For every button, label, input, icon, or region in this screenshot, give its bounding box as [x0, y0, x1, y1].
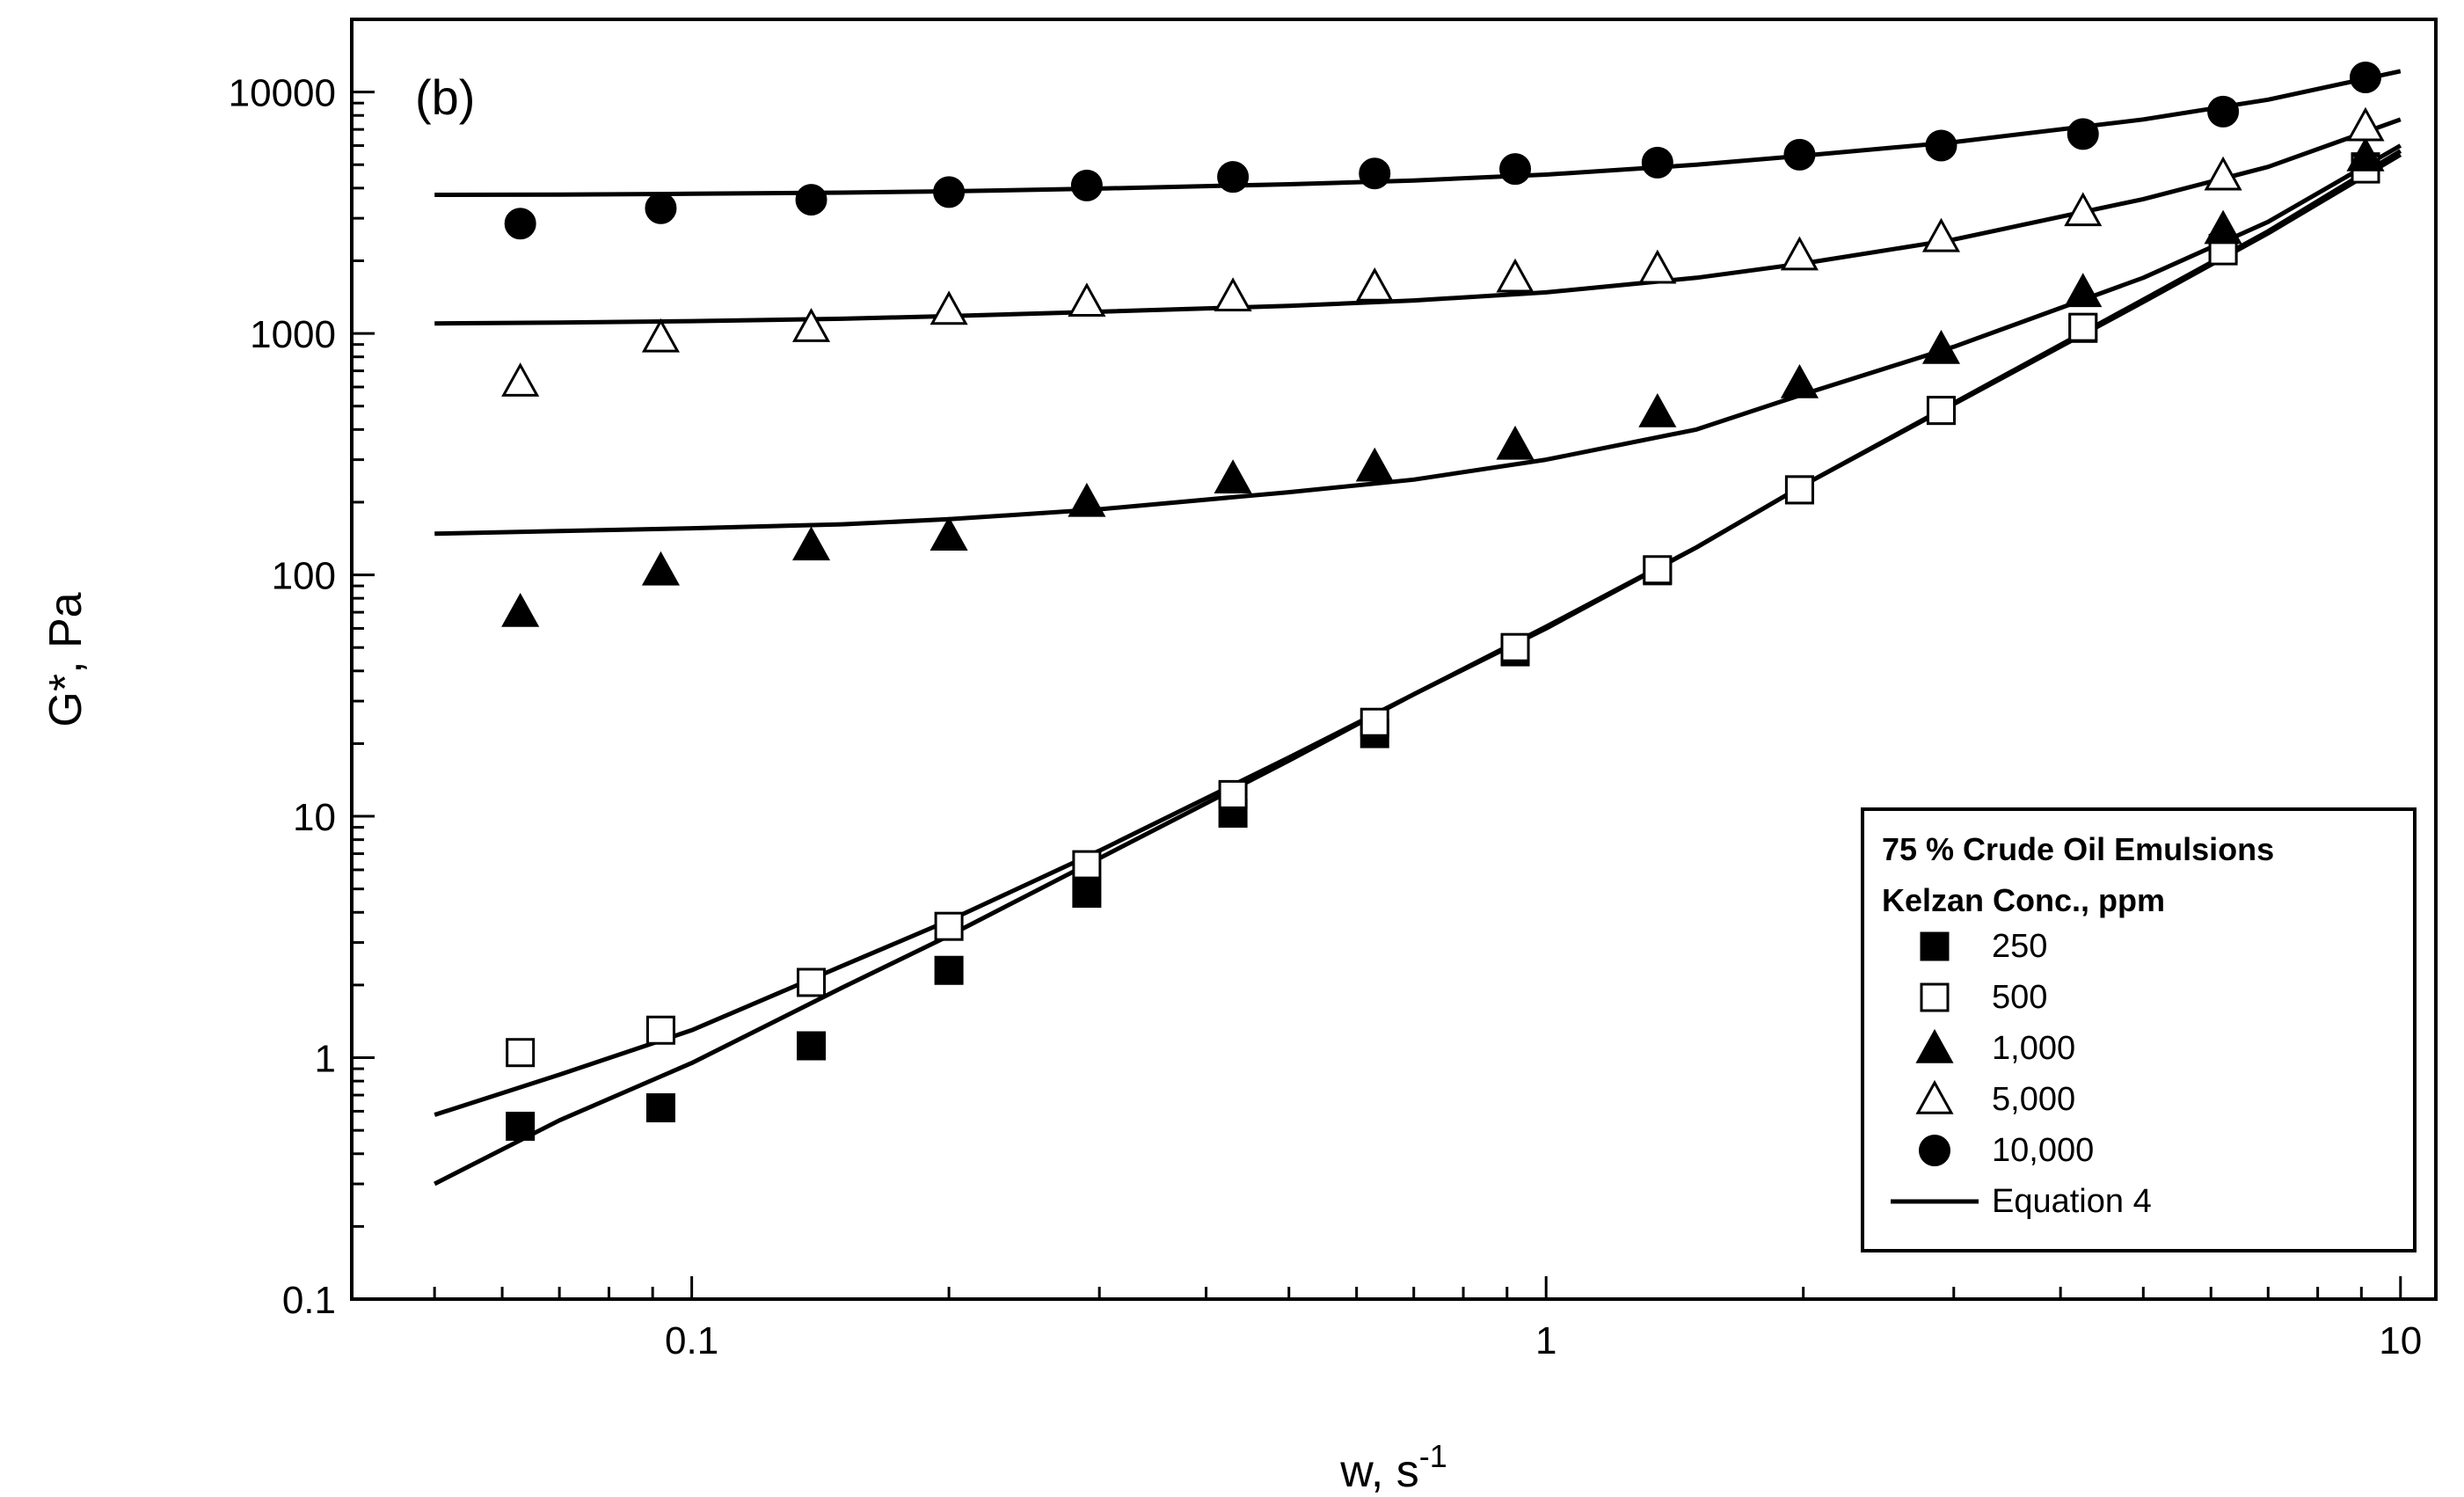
legend-marker-1000: [1915, 1028, 1954, 1063]
data-point: [2204, 156, 2242, 191]
y-tick-label: 10000: [229, 72, 336, 115]
data-point: [641, 551, 680, 586]
data-point: [933, 176, 966, 208]
data-point: [1214, 277, 1252, 312]
legend-marker-5000: [1915, 1079, 1954, 1114]
data-markers: [501, 61, 2385, 1141]
data-point: [1496, 258, 1535, 293]
data-point: [645, 192, 677, 224]
data-point: [2204, 209, 2242, 245]
data-point: [791, 526, 831, 561]
x-axis-title-superscript: -1: [1419, 1438, 1447, 1474]
data-point: [2346, 106, 2385, 142]
data-point: [1925, 129, 1957, 162]
data-point: [506, 1038, 536, 1068]
x-tick-label: 0.1: [665, 1319, 718, 1362]
data-point: [1355, 267, 1394, 302]
y-tick-label: 1: [315, 1038, 336, 1081]
plot-frame: [350, 18, 2438, 1301]
series-10000: [504, 61, 2381, 240]
data-point: [1218, 779, 1248, 809]
data-point: [1068, 482, 1106, 517]
data-point: [645, 1015, 675, 1045]
data-point: [1496, 425, 1535, 460]
data-point: [2349, 61, 2381, 93]
panel-label: (b): [415, 69, 475, 125]
data-point: [641, 318, 680, 353]
data-point: [2067, 118, 2099, 150]
data-point: [1068, 282, 1106, 318]
legend-label: 1,000: [1992, 1030, 2075, 1067]
x-axis-title-text: w, s: [1339, 1446, 1419, 1497]
x-axis-title: w, s-1: [1339, 1438, 1447, 1497]
legend-label: 5,000: [1992, 1081, 2075, 1118]
legend-box: [1861, 807, 2417, 1252]
legend-label: 500: [1992, 979, 2047, 1016]
data-point: [501, 593, 540, 627]
legend-title-line1: 75 % Crude Oil Emulsions: [1882, 831, 2274, 867]
x-tick-label: 1: [1535, 1319, 1556, 1362]
data-point: [1217, 161, 1250, 194]
data-point: [1499, 153, 1532, 186]
data-point: [2207, 95, 2240, 128]
legend-title-line2: Kelzan Conc., ppm: [1882, 882, 2165, 918]
data-point: [2064, 192, 2103, 227]
y-tick-label: 1000: [250, 313, 336, 356]
legend-label: Equation 4: [1992, 1183, 2152, 1220]
data-point: [929, 516, 968, 551]
data-point: [791, 308, 831, 342]
data-point: [2064, 273, 2103, 308]
legend-label: 250: [1992, 928, 2047, 965]
data-point: [1360, 707, 1389, 737]
data-point: [1783, 138, 1816, 171]
data-point: [645, 1093, 675, 1123]
data-point: [795, 184, 827, 216]
data-point: [1359, 157, 1391, 190]
data-point: [1070, 169, 1103, 201]
legend-label: 10,000: [1992, 1132, 2094, 1169]
data-point: [1500, 632, 1530, 662]
legend-items: 250 500 1,000 5,000 10,000 Equation 4: [1891, 928, 2152, 1220]
legend-marker-250: [1920, 931, 1950, 961]
data-point: [1784, 475, 1814, 505]
x-tick-label: 10: [2379, 1319, 2422, 1362]
legend-marker-10000: [1919, 1135, 1950, 1166]
data-point: [1214, 459, 1252, 494]
x-axis-ticks: 0.1 1 10: [350, 1276, 2422, 1362]
data-point: [797, 1031, 827, 1061]
data-point: [504, 208, 536, 240]
legend-marker-500: [1920, 982, 1950, 1012]
data-point: [1072, 850, 1102, 880]
data-point: [1921, 217, 1961, 252]
data-point: [797, 968, 827, 997]
data-point: [1780, 236, 1819, 271]
series-500: [506, 154, 2380, 1068]
data-point: [1638, 393, 1677, 427]
data-point: [1643, 555, 1673, 585]
legend: 75 % Crude Oil Emulsions Kelzan Conc., p…: [1861, 807, 2417, 1252]
series-5000: [501, 106, 2385, 397]
data-point: [501, 362, 540, 397]
data-point: [1072, 879, 1102, 909]
data-point: [929, 290, 968, 325]
data-point: [1638, 249, 1677, 284]
series-1000: [501, 136, 2385, 627]
data-point: [1355, 447, 1394, 482]
data-point: [506, 1111, 536, 1141]
data-point: [934, 955, 964, 985]
y-axis-title: G*, Pa: [40, 592, 91, 727]
data-point: [934, 911, 964, 941]
data-point: [1921, 329, 1961, 364]
y-tick-label: 100: [272, 555, 336, 598]
y-tick-label: 10: [293, 796, 336, 839]
y-tick-label: 0.1: [282, 1279, 336, 1322]
data-point: [2346, 136, 2385, 172]
data-point: [1926, 396, 1956, 426]
y-axis-ticks: 0.1 1 10 100 1000 10000: [229, 18, 375, 1322]
data-point: [2068, 312, 2098, 342]
data-point: [1641, 146, 1673, 179]
data-point: [1780, 363, 1819, 398]
